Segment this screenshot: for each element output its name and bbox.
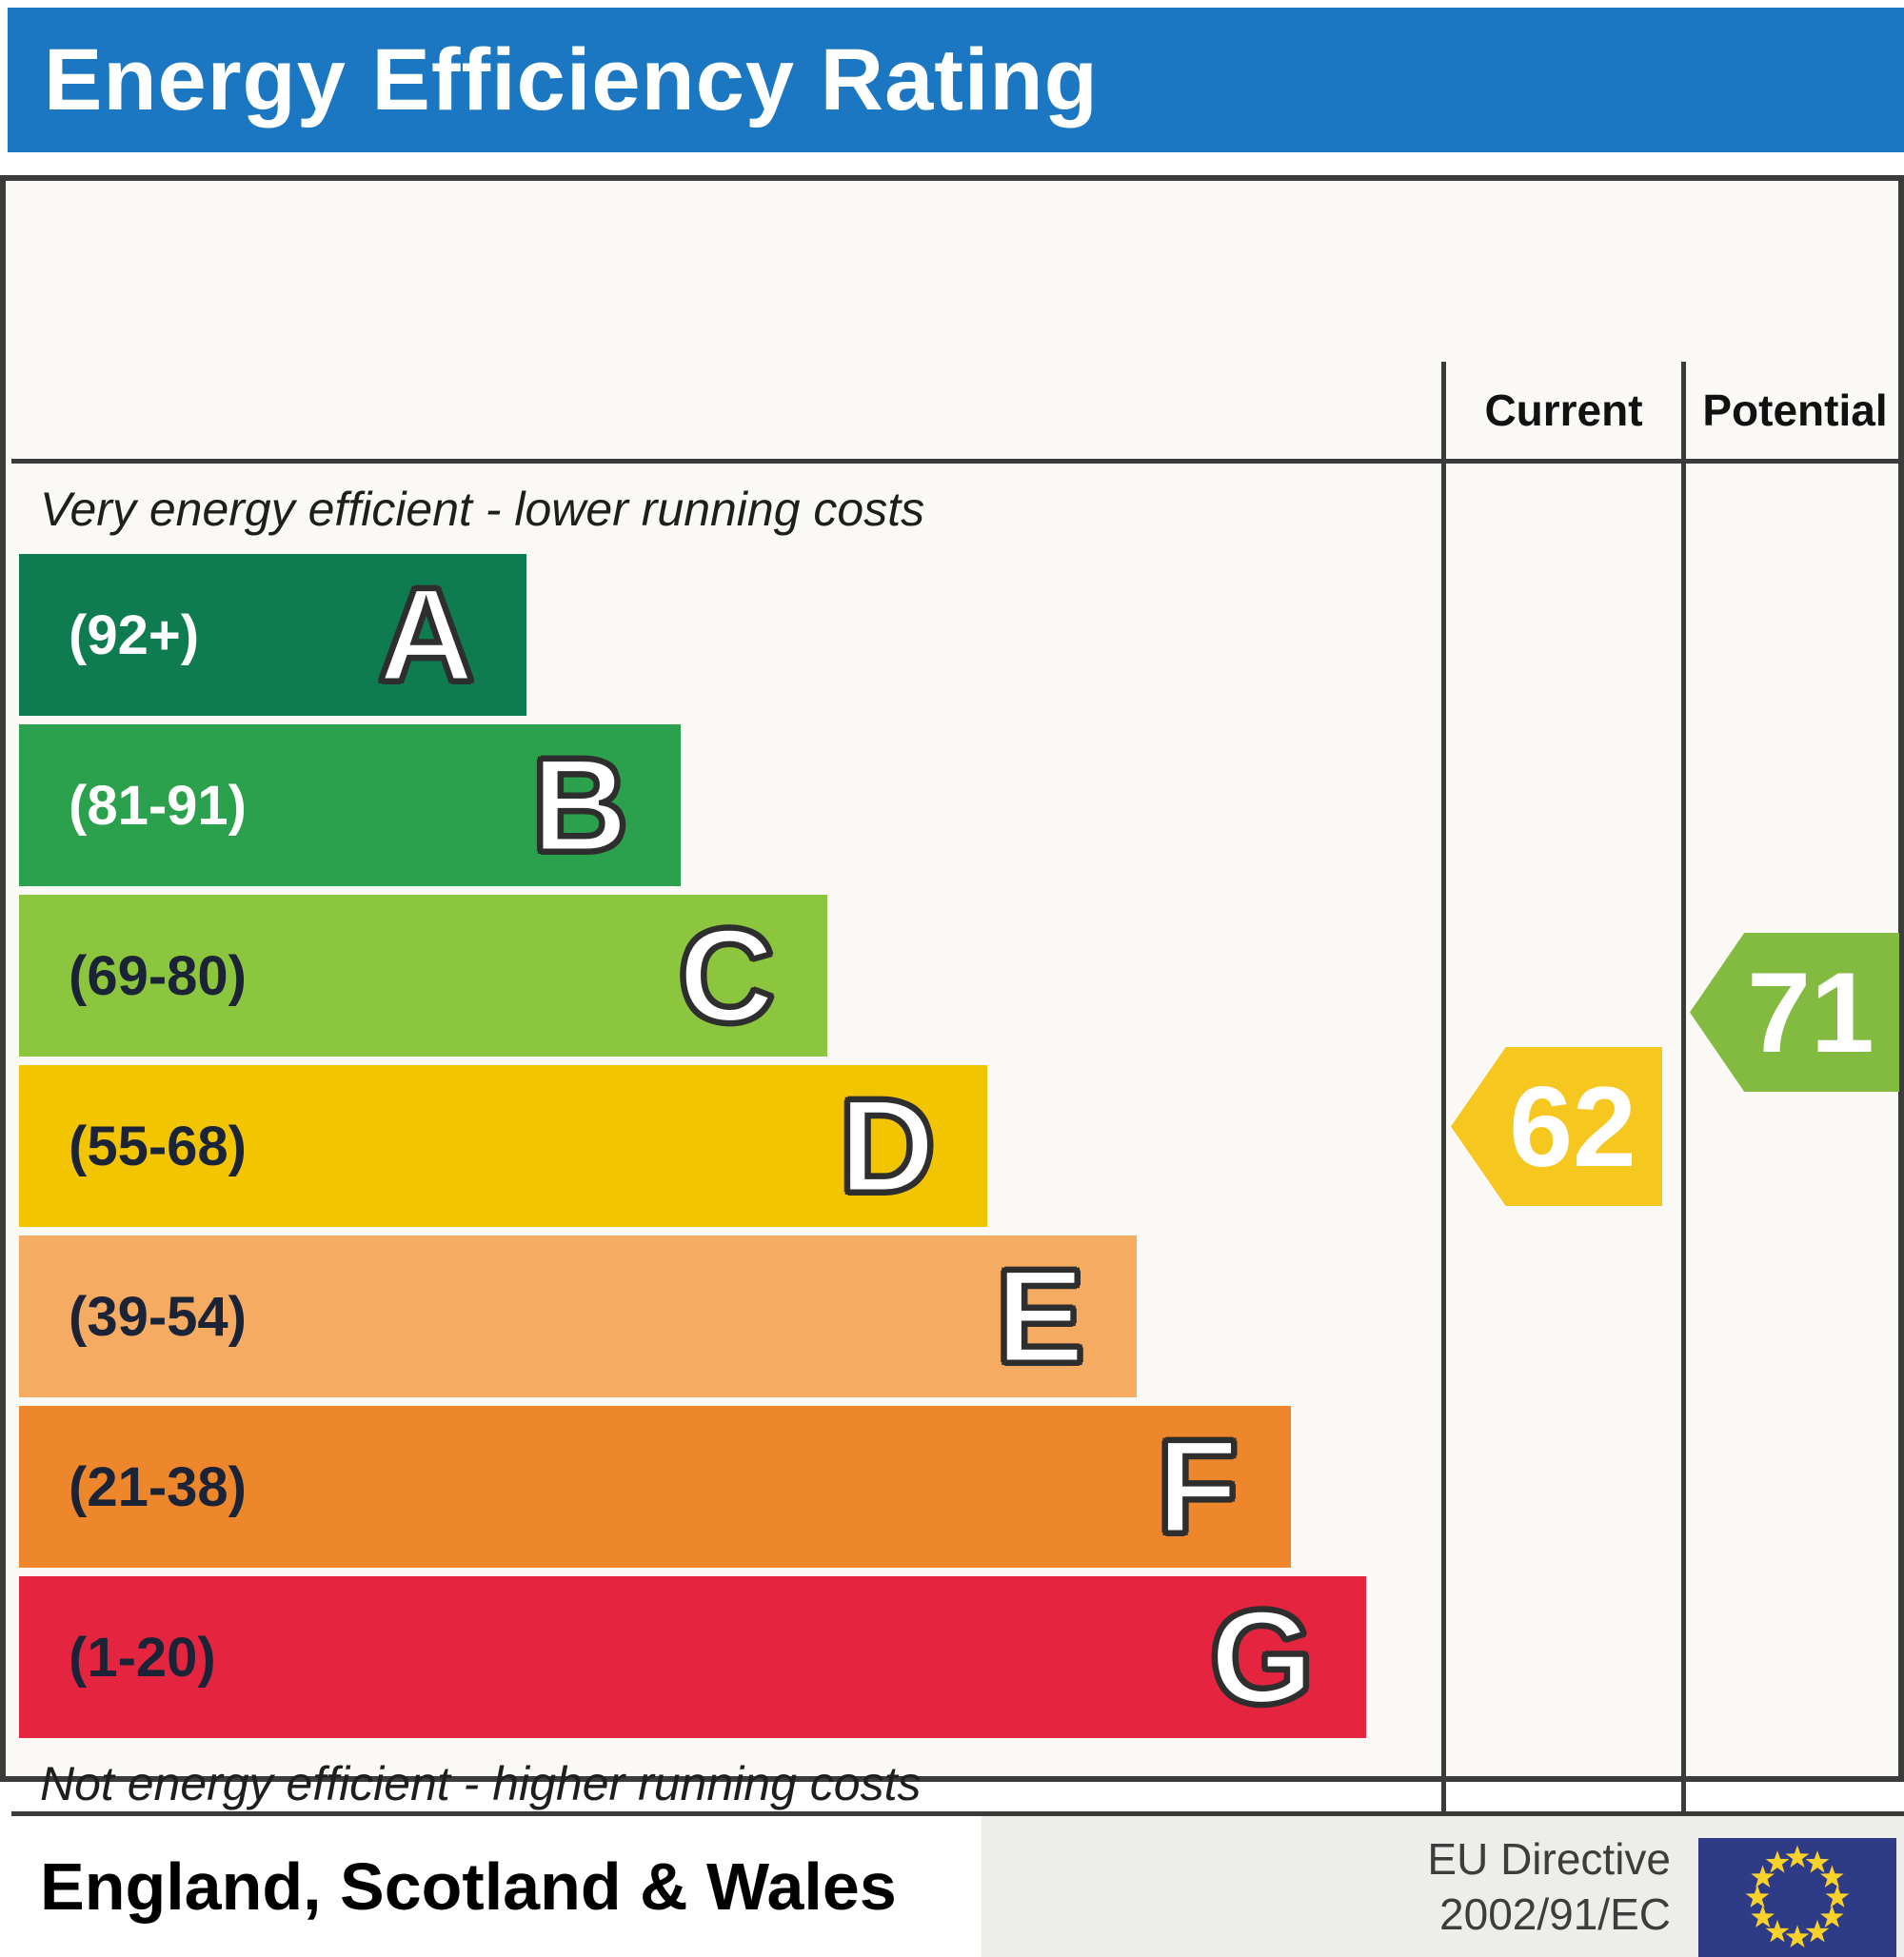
band-letter: A [376, 560, 477, 709]
potential-column-body: 71 [1686, 464, 1904, 1811]
header-divider [11, 459, 1904, 464]
band-range-label: (69-80) [69, 944, 247, 1007]
band-letter: B [529, 730, 630, 880]
band-row: (1-20) G [19, 1576, 1441, 1738]
band-bar: (92+) A [19, 554, 527, 716]
bands-pane: Very energy efficient - lower running co… [11, 464, 1441, 1811]
eu-directive-line1: EU Directive [1427, 1834, 1671, 1884]
page-title: Energy Efficiency Rating [44, 30, 1099, 128]
band-bar: (55-68) D [19, 1065, 988, 1227]
band-letter: E [993, 1241, 1086, 1391]
band-bar: (81-91) B [19, 724, 681, 886]
band-row: (55-68) D [19, 1065, 1441, 1227]
band-bar: (69-80) C [19, 895, 827, 1057]
column-divider-current [1441, 362, 1446, 1811]
potential-rating-value: 71 [1747, 948, 1874, 1077]
potential-column-header: Potential [1686, 362, 1904, 459]
current-rating-value: 62 [1509, 1062, 1636, 1191]
band-range-label: (21-38) [69, 1455, 247, 1518]
footer-divider [11, 1811, 1904, 1816]
eu-directive-line2: 2002/91/EC [1439, 1889, 1671, 1939]
potential-rating-arrow: 71 [1690, 933, 1899, 1092]
band-row: (39-54) E [19, 1235, 1441, 1397]
column-divider-potential [1681, 362, 1686, 1811]
current-column-label: Current [1484, 385, 1643, 435]
band-row: (69-80) C [19, 895, 1441, 1057]
band-bar: (1-20) G [19, 1576, 1366, 1738]
band-row: (92+) A [19, 554, 1441, 716]
rating-table: Current Potential Very energy efficient … [0, 175, 1904, 1957]
eu-directive-text: EU Directive 2002/91/EC [1427, 1831, 1671, 1942]
title-bar: Energy Efficiency Rating [8, 8, 1904, 152]
band-range-label: (1-20) [69, 1626, 216, 1689]
caption-top: Very energy efficient - lower running co… [40, 482, 925, 536]
band-range-label: (55-68) [69, 1115, 247, 1177]
band-range-label: (92+) [69, 603, 200, 666]
region-label: England, Scotland & Wales [40, 1849, 897, 1924]
band-range-label: (39-54) [69, 1285, 247, 1348]
potential-column-label: Potential [1702, 385, 1888, 435]
band-letter: D [837, 1071, 938, 1220]
band-bar: (39-54) E [19, 1235, 1138, 1397]
band-letter: G [1207, 1582, 1316, 1731]
bands: (92+) A (81-91) B (69-80) C (55-68) D (3… [11, 554, 1441, 1738]
current-rating-arrow: 62 [1451, 1047, 1662, 1206]
energy-efficiency-rating-page: Energy Efficiency Rating Current Potenti… [0, 8, 1904, 1957]
eu-flag-icon [1698, 1838, 1896, 1957]
band-bar: (21-38) F [19, 1406, 1291, 1568]
current-column-header: Current [1446, 362, 1681, 459]
footer: England, Scotland & Wales EU Directive 2… [11, 1816, 1904, 1957]
band-letter: C [676, 900, 777, 1050]
band-range-label: (81-91) [69, 774, 247, 837]
band-row: (21-38) F [19, 1406, 1441, 1568]
caption-bottom: Not energy efficient - higher running co… [40, 1756, 922, 1810]
current-column-body: 62 [1446, 464, 1681, 1811]
band-row: (81-91) B [19, 724, 1441, 886]
band-letter: F [1155, 1412, 1241, 1561]
